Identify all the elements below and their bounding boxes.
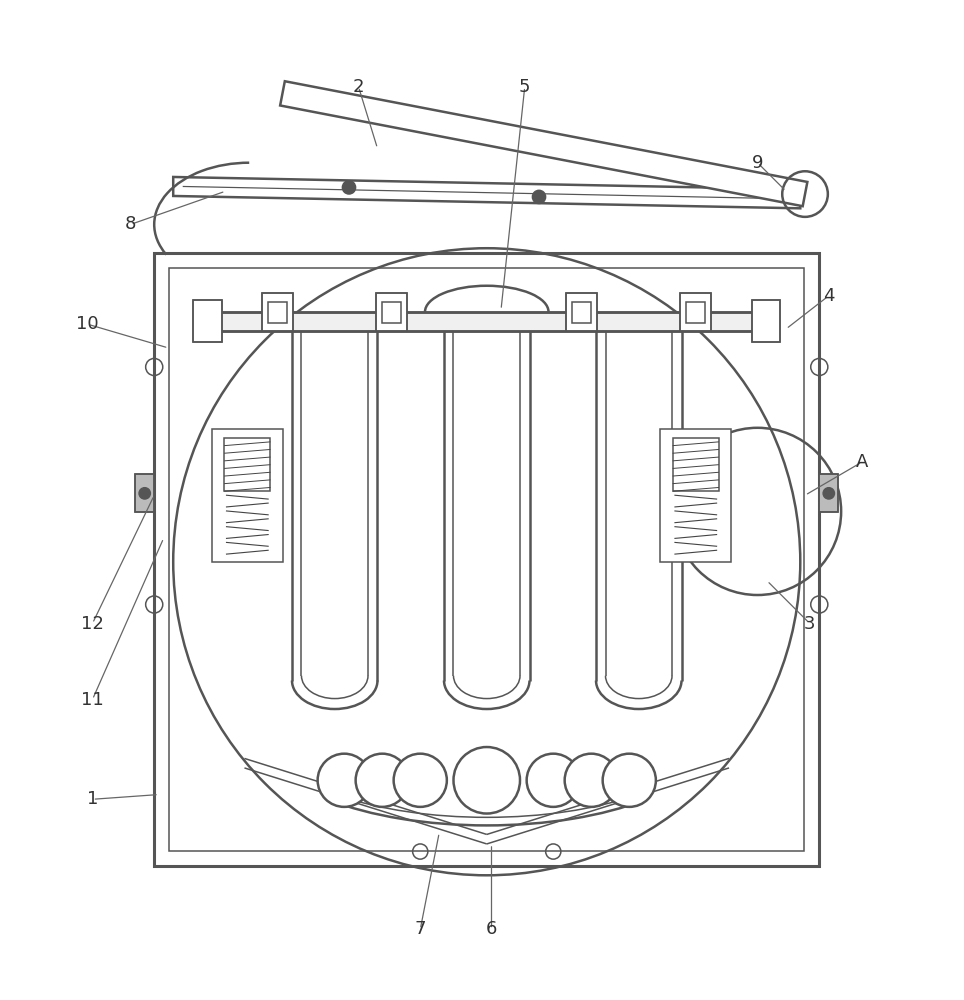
- Text: 11: 11: [81, 691, 104, 709]
- Bar: [573, 302, 591, 323]
- Circle shape: [317, 754, 371, 807]
- Bar: [566, 293, 598, 331]
- Bar: [154, 253, 819, 866]
- Bar: [566, 293, 598, 331]
- Bar: [135, 474, 154, 512]
- Bar: [170, 268, 804, 851]
- Text: A: A: [856, 453, 869, 471]
- Text: 9: 9: [752, 154, 763, 172]
- Circle shape: [602, 754, 656, 807]
- Bar: [376, 293, 408, 331]
- Polygon shape: [174, 177, 800, 208]
- Bar: [262, 293, 293, 331]
- Text: 1: 1: [87, 790, 98, 808]
- Text: 6: 6: [486, 920, 497, 938]
- Bar: [268, 302, 287, 323]
- Text: 3: 3: [804, 615, 816, 633]
- Circle shape: [342, 181, 356, 194]
- Bar: [660, 429, 732, 562]
- Polygon shape: [281, 81, 808, 206]
- Circle shape: [139, 488, 150, 499]
- Bar: [193, 300, 222, 342]
- Bar: [680, 293, 711, 331]
- Circle shape: [823, 488, 835, 499]
- Text: 2: 2: [353, 78, 364, 96]
- Circle shape: [532, 190, 546, 204]
- Bar: [819, 474, 839, 512]
- Bar: [686, 302, 706, 323]
- Circle shape: [526, 754, 580, 807]
- Bar: [225, 438, 271, 491]
- Bar: [376, 293, 408, 331]
- Bar: [262, 293, 293, 331]
- Text: 12: 12: [81, 615, 104, 633]
- Circle shape: [453, 747, 520, 814]
- Text: 5: 5: [519, 78, 530, 96]
- Text: 8: 8: [124, 215, 136, 233]
- Bar: [680, 293, 711, 331]
- Bar: [212, 429, 283, 562]
- Circle shape: [565, 754, 618, 807]
- Bar: [752, 300, 780, 342]
- Bar: [135, 474, 154, 512]
- Bar: [383, 302, 401, 323]
- Circle shape: [393, 754, 447, 807]
- Bar: [197, 312, 777, 331]
- Text: 7: 7: [415, 920, 426, 938]
- Circle shape: [460, 754, 514, 807]
- Bar: [752, 300, 780, 342]
- Circle shape: [356, 754, 409, 807]
- Text: 4: 4: [823, 287, 835, 305]
- Bar: [819, 474, 839, 512]
- Bar: [673, 438, 719, 491]
- Bar: [197, 312, 777, 331]
- Bar: [193, 300, 222, 342]
- Text: 10: 10: [76, 315, 99, 333]
